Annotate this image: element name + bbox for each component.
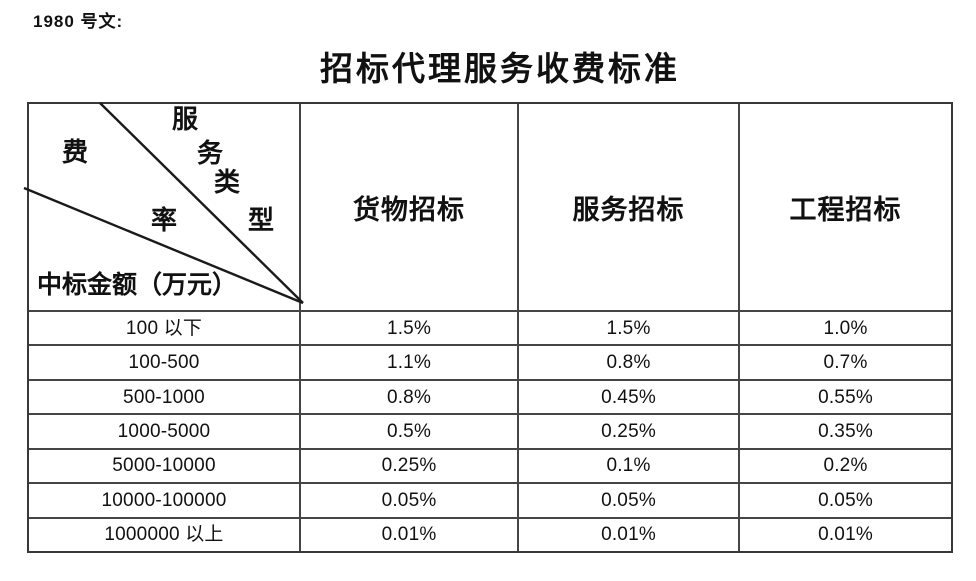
service-rate-cell: 0.25% (517, 415, 738, 448)
goods-rate-cell: 0.25% (299, 449, 517, 483)
goods-rate-cell: 1.5% (299, 312, 517, 345)
diagonal-divider-lines (23, 102, 304, 305)
works-rate-cell: 0.7% (738, 346, 951, 379)
works-rate-cell: 0.01% (738, 518, 951, 551)
amount-range-cell: 10000-100000 (101, 489, 227, 511)
goods-rate-cell: 0.05% (299, 484, 517, 517)
fee-standard-table: 服 务 类 型 费 率 中标金额（万元） 货物招标 服务招标 工程招标 100 … (23, 102, 953, 553)
column-header-works: 工程招标 (738, 104, 951, 310)
service-rate-cell: 0.01% (517, 518, 738, 551)
table-row: 1000000 以上 0.01% 0.01% 0.01% (29, 516, 951, 551)
diagonal-label-char: 型 (248, 206, 275, 235)
goods-rate-cell: 0.01% (299, 518, 517, 551)
works-rate-cell: 0.35% (738, 415, 951, 448)
table-row: 1000-5000 0.5% 0.25% 0.35% (29, 413, 951, 448)
goods-rate-cell: 0.5% (299, 415, 517, 448)
service-rate-cell: 0.1% (517, 449, 738, 483)
goods-rate-cell: 1.1% (299, 346, 517, 379)
service-rate-cell: 1.5% (517, 312, 738, 345)
service-rate-cell: 0.8% (517, 346, 738, 379)
table-row: 100-500 1.1% 0.8% 0.7% (29, 344, 951, 379)
works-rate-cell: 1.0% (738, 312, 951, 345)
column-header-goods: 货物招标 (299, 104, 517, 310)
works-rate-cell: 0.55% (738, 380, 951, 414)
page-title: 招标代理服务收费标准 (320, 52, 680, 88)
table-body: 100 以下 1.5% 1.5% 1.0% 100-500 1.1% 0.8% … (29, 310, 951, 551)
amount-axis-label: 中标金额（万元） (37, 272, 238, 299)
table-header-row: 服 务 类 型 费 率 中标金额（万元） 货物招标 服务招标 工程招标 (23, 102, 951, 310)
works-rate-cell: 0.05% (738, 484, 951, 517)
goods-rate-cell: 0.8% (299, 380, 517, 414)
amount-range-cell: 100 以下 (125, 317, 203, 339)
service-rate-cell: 0.05% (517, 484, 738, 517)
table-row: 10000-100000 0.05% 0.05% 0.05% (29, 482, 951, 517)
amount-range-cell: 100-500 (128, 352, 200, 374)
column-header-service: 服务招标 (517, 104, 738, 310)
doc-ref-label: 1980 号文: (33, 12, 124, 31)
table-row: 5000-10000 0.25% 0.1% 0.2% (29, 447, 951, 483)
diagonal-label-char: 服 (172, 105, 199, 134)
diagonal-corner-cell: 服 务 类 型 费 率 中标金额（万元） (23, 102, 304, 310)
amount-range-cell: 5000-10000 (112, 455, 216, 477)
amount-range-cell: 1000-5000 (117, 420, 211, 442)
works-rate-cell: 0.2% (738, 449, 951, 483)
amount-range-cell: 500-1000 (123, 386, 205, 408)
service-rate-cell: 0.45% (517, 380, 738, 414)
table-row: 500-1000 0.8% 0.45% 0.55% (29, 378, 951, 414)
table-row: 100 以下 1.5% 1.5% 1.0% (29, 310, 951, 345)
diagonal-label-char: 率 (151, 206, 178, 235)
diagonal-label-char: 类 (214, 168, 241, 197)
diagonal-label-char: 费 (62, 138, 89, 167)
diagonal-label-char: 务 (197, 139, 224, 168)
amount-range-cell: 1000000 以上 (104, 524, 224, 546)
